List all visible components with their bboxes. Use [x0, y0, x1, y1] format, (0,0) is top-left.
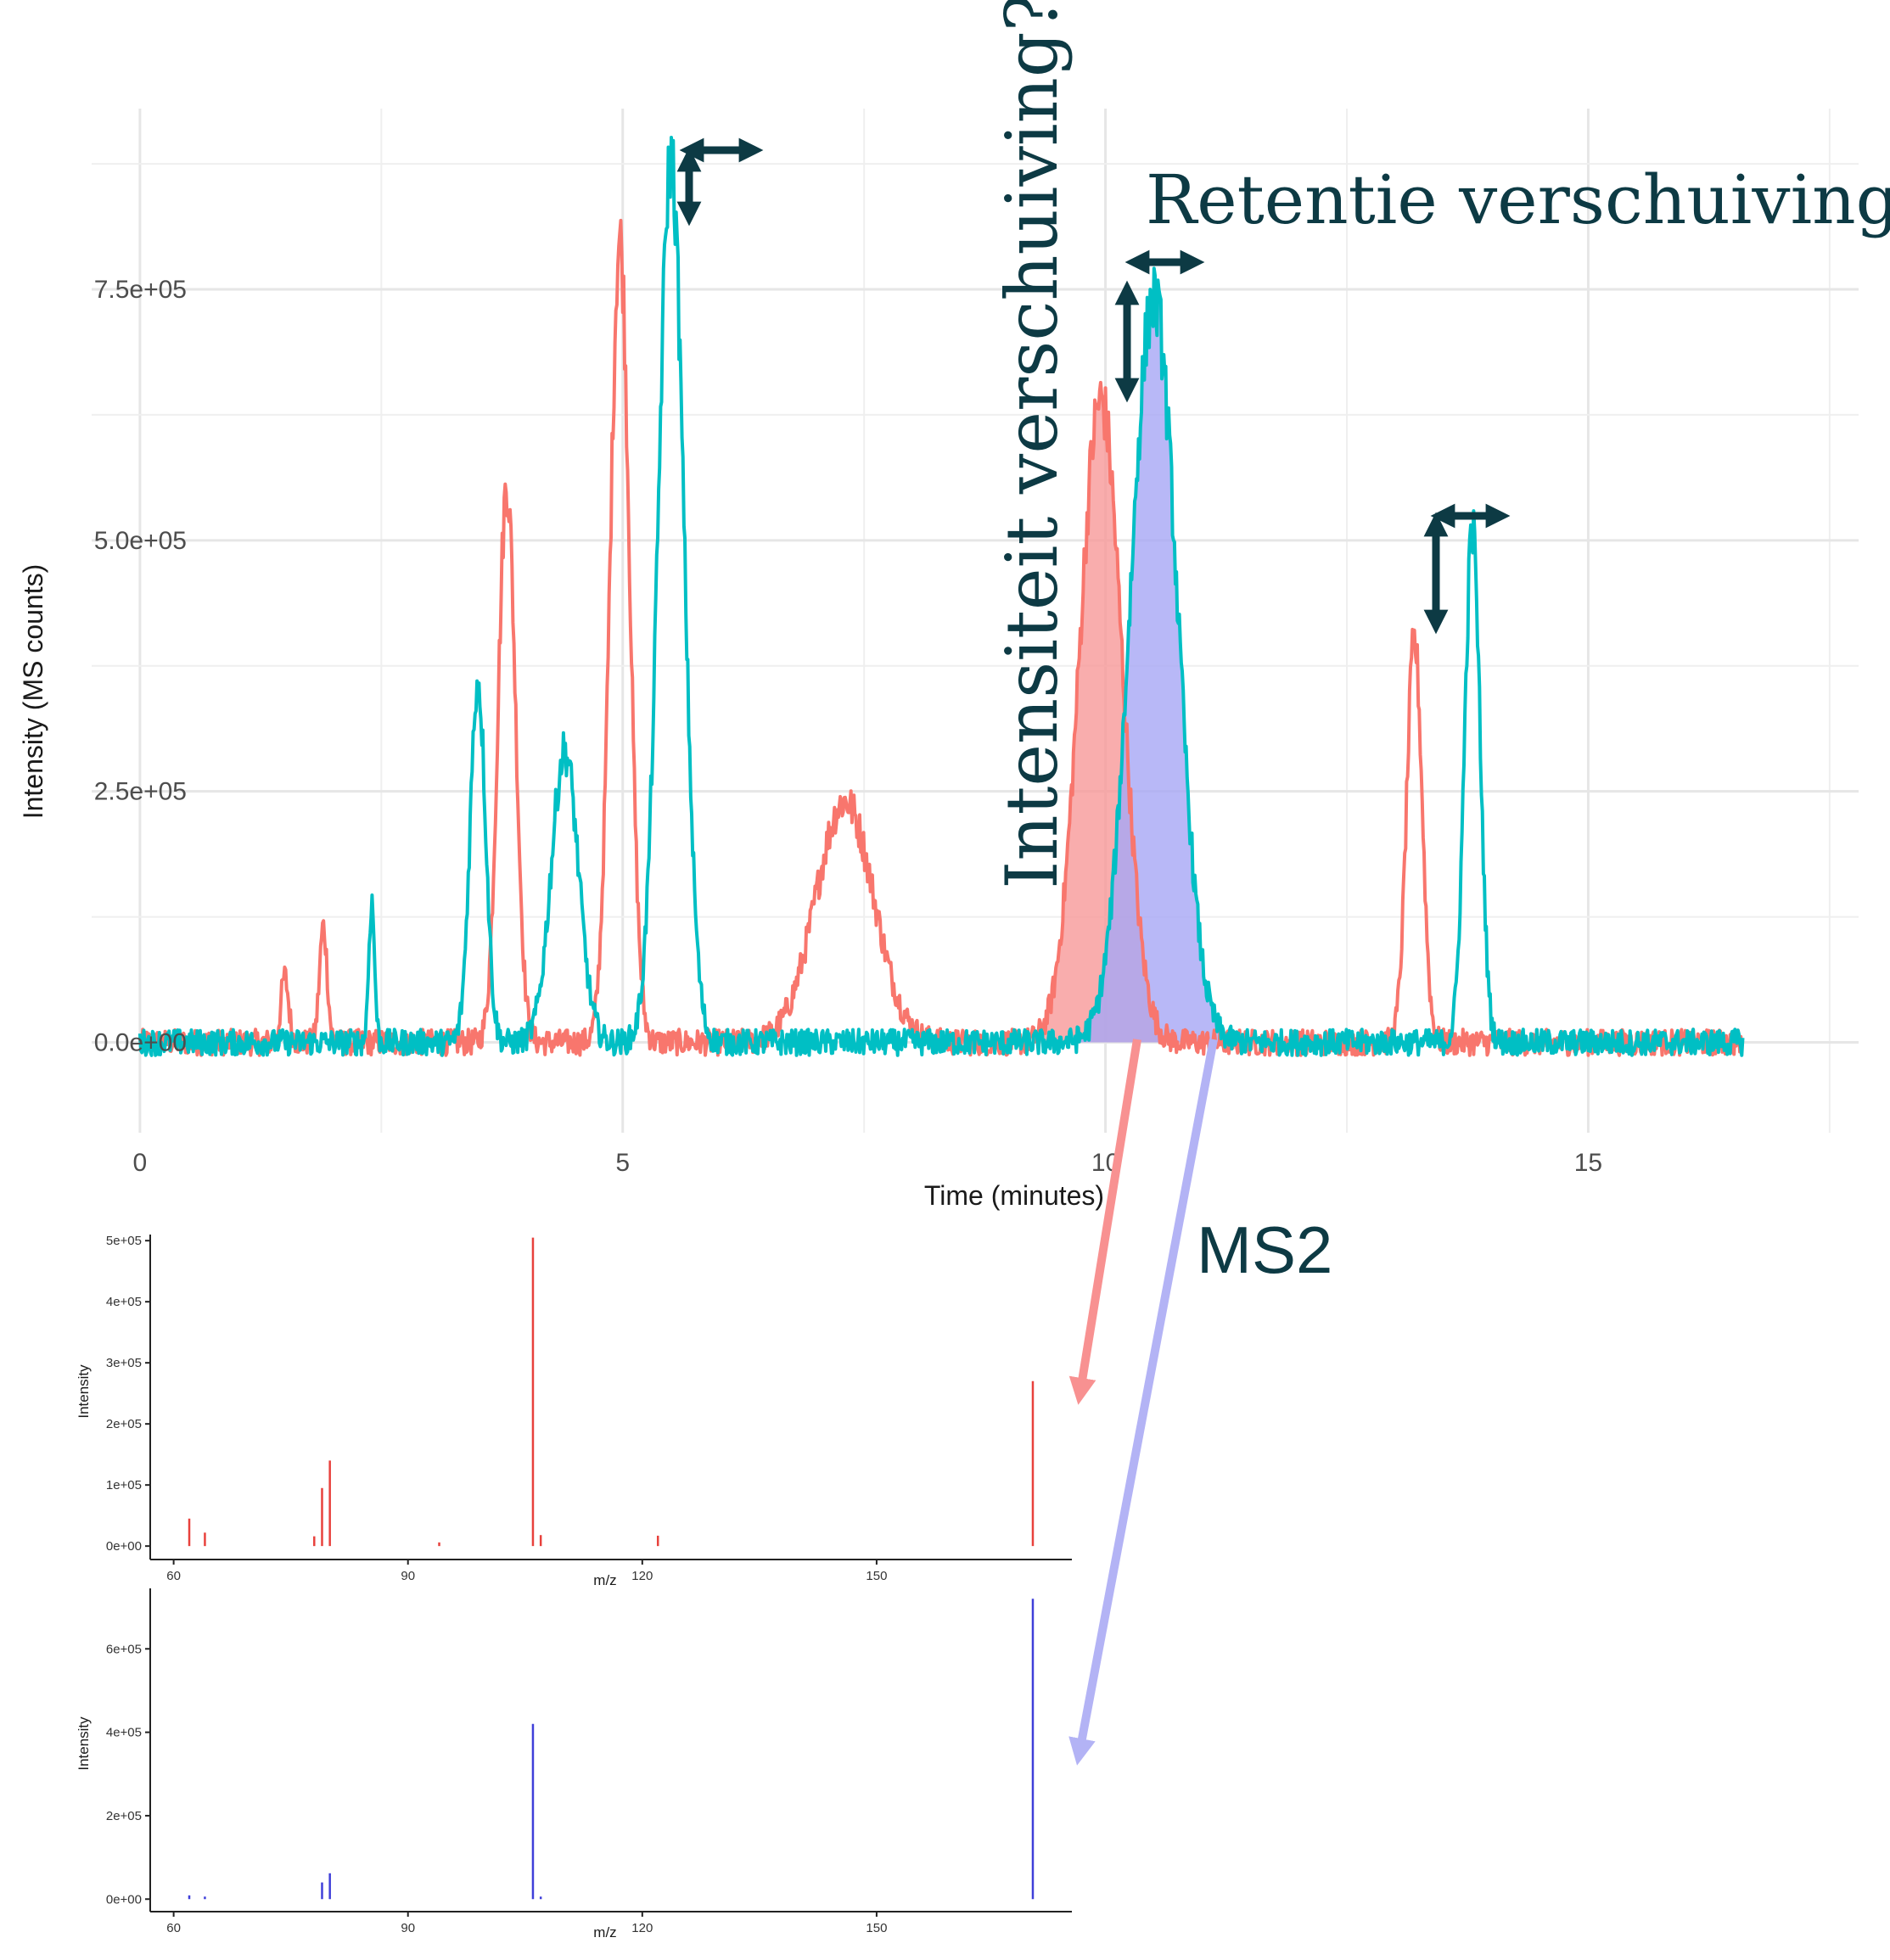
y-tick-label: 5.0e+05 — [94, 527, 187, 555]
y-tick-label: 6e+05 — [106, 1642, 142, 1656]
x-tick-label: 5 — [615, 1149, 630, 1177]
retention-shift-label: Retentie verschuiving? — [1146, 160, 1890, 239]
chromatogram-y-axis-label: Intensity (MS counts) — [18, 564, 48, 820]
chromatogram-x-ticks: 0 5 10 15 — [133, 1149, 1603, 1177]
ms2-red-y-axis-label: Intensity — [76, 1364, 92, 1419]
x-tick-label: 90 — [401, 1569, 415, 1583]
y-tick-label: 0.0e+00 — [94, 1029, 187, 1057]
y-tick-label: 5e+05 — [106, 1234, 142, 1248]
series-line — [137, 218, 1744, 1057]
ms2-red-axes: 60 90 120 150 0e+00 1e+05 2e+05 3e+05 4e+05 5e+05 — [106, 1234, 1072, 1583]
ms2-blue-y-axis-label: Intensity — [76, 1716, 92, 1771]
y-tick-label: 0e+00 — [106, 1539, 142, 1554]
y-tick-label: 7.5e+05 — [94, 276, 187, 304]
x-tick-label: 60 — [166, 1569, 181, 1583]
y-tick-label: 1e+05 — [106, 1478, 142, 1492]
y-tick-label: 2e+05 — [106, 1809, 142, 1823]
x-tick-label: 120 — [631, 1921, 653, 1935]
ms2-label: MS2 — [1197, 1212, 1332, 1287]
x-tick-label: 150 — [866, 1921, 887, 1935]
ms2-blue-bars — [188, 1599, 1035, 1900]
x-tick-label: 15 — [1574, 1149, 1602, 1177]
ms2-red-arrow — [1068, 1039, 1141, 1405]
ms2-spectrum-blue: 60 90 120 150 0e+00 2e+05 4e+05 6e+05 m/z Inten… — [76, 1588, 1072, 1940]
x-tick-label: 90 — [401, 1921, 415, 1935]
x-tick-label: 60 — [166, 1921, 181, 1935]
x-tick-label: 120 — [631, 1569, 653, 1583]
chromatogram-y-ticks: 0.0e+00 2.5e+05 5.0e+05 7.5e+05 — [94, 276, 187, 1057]
y-tick-label: 3e+05 — [106, 1356, 142, 1370]
ms2-blue-x-axis-label: m/z — [593, 1924, 616, 1940]
y-tick-label: 0e+00 — [106, 1892, 142, 1907]
shift-annotations: Intensiteit verschuiving? Retentie versc… — [676, 0, 1890, 1766]
chromatogram-series — [137, 136, 1745, 1057]
x-tick-label: 0 — [133, 1149, 148, 1177]
intensity-shift-label: Intensiteit verschuiving? — [990, 0, 1074, 889]
chromatogram-grid — [92, 109, 1859, 1133]
series-line — [137, 136, 1745, 1057]
ms2-blue-axes: 60 90 120 150 0e+00 2e+05 4e+05 6e+05 — [106, 1588, 1072, 1935]
ms2-red-x-axis-label: m/z — [593, 1572, 616, 1588]
ms2-blue-arrow — [1068, 1039, 1218, 1766]
chromatogram-chart: 0 5 10 15 0.0e+002.5e+055.0e+057.5e+05 Time… — [18, 109, 1859, 1211]
y-tick-label: 4e+05 — [106, 1726, 142, 1740]
ms2-red-bars — [188, 1237, 1035, 1547]
y-tick-label: 4e+05 — [106, 1295, 142, 1309]
y-tick-label: 2e+05 — [106, 1417, 142, 1431]
x-tick-label: 150 — [866, 1569, 887, 1583]
chromatogram-x-axis-label: Time (minutes) — [924, 1180, 1104, 1211]
y-tick-label: 2.5e+05 — [94, 778, 187, 806]
ms2-spectrum-red: 60 90 120 150 0e+00 1e+05 2e+05 3e+05 4e+05 5e+05… — [76, 1234, 1072, 1588]
